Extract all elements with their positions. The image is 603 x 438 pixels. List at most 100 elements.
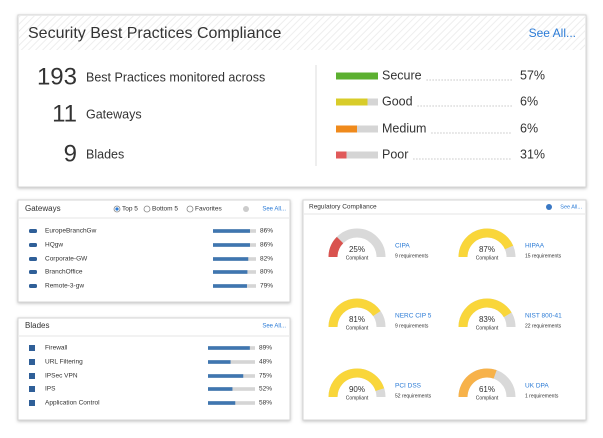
level-name: Secure <box>382 68 422 82</box>
gauge-percent: 61% <box>479 385 495 394</box>
gauge-caption: Compliant <box>346 255 369 261</box>
row-percent: 52% <box>259 386 272 393</box>
see-all-link[interactable]: See All... <box>262 324 286 330</box>
gauge-percent: 87% <box>479 245 495 254</box>
level-segment <box>346 72 357 80</box>
bar <box>208 401 236 405</box>
requirements: 9 requirements <box>395 253 429 259</box>
bar <box>208 360 231 364</box>
level-segment <box>357 125 368 133</box>
radio[interactable] <box>143 205 151 213</box>
row-name[interactable]: Application Control <box>45 400 100 407</box>
level-segment <box>346 151 357 159</box>
bar <box>213 284 247 288</box>
blades-title: Blades <box>25 321 49 330</box>
see-all-link[interactable]: See All... <box>262 207 286 213</box>
gateway-icon <box>29 257 37 261</box>
gauge-caption: Compliant <box>476 395 499 401</box>
level-segment <box>367 72 378 80</box>
gauge-caption: Compliant <box>476 325 499 331</box>
blade-icon <box>29 345 35 351</box>
level-segment <box>346 125 357 133</box>
gauge-arc <box>458 298 512 328</box>
blade-icon <box>29 386 35 392</box>
regulatory-title: Regulatory Compliance <box>309 204 377 211</box>
radio[interactable] <box>186 205 194 213</box>
summary-header <box>19 16 585 50</box>
gateway-icon <box>29 270 37 274</box>
level-segment <box>346 98 357 106</box>
row-percent: 82% <box>260 256 273 263</box>
filter-label[interactable]: Favorites <box>195 206 222 213</box>
stat-number: 9 <box>64 140 77 167</box>
regulation-name[interactable]: CIPA <box>395 243 410 250</box>
bar <box>208 374 244 378</box>
filter-label[interactable]: Bottom 5 <box>152 206 178 213</box>
row-name[interactable]: Remote-3-gw <box>45 283 84 290</box>
level-segment <box>367 98 378 106</box>
level-percent: 57% <box>520 68 545 82</box>
row-percent: 86% <box>260 228 273 235</box>
row-name[interactable]: IPSec VPN <box>45 373 78 380</box>
row-name[interactable]: URL Filtering <box>45 359 83 366</box>
regulation-name[interactable]: NERC CIP 5 <box>395 313 432 320</box>
requirements: 1 requirements <box>525 393 559 399</box>
gauge-percent: 25% <box>349 245 365 254</box>
filter-label[interactable]: Top 5 <box>122 206 138 213</box>
level-segment <box>367 125 378 133</box>
row-name[interactable]: IPS <box>45 386 56 393</box>
level-segment <box>357 72 368 80</box>
gauge-arc <box>328 368 385 398</box>
blade-icon <box>29 359 35 365</box>
row-name[interactable]: HQgw <box>45 242 63 249</box>
bar <box>213 270 248 274</box>
level-segment <box>336 125 347 133</box>
bar <box>213 257 249 261</box>
regulation-name[interactable]: NIST 800-41 <box>525 313 562 320</box>
bar <box>213 229 250 233</box>
row-percent: 89% <box>259 345 272 352</box>
level-segment <box>367 151 378 159</box>
see-all-link[interactable]: See All... <box>529 26 576 40</box>
row-name[interactable]: EuropeBranchGw <box>45 228 97 235</box>
row-percent: 79% <box>260 283 273 290</box>
level-name: Good <box>382 94 413 108</box>
see-all-link[interactable]: See All... <box>560 204 582 210</box>
level-percent: 6% <box>520 94 538 108</box>
row-percent: 86% <box>260 242 273 249</box>
settings-icon[interactable] <box>546 204 552 210</box>
bar <box>208 346 250 350</box>
row-percent: 58% <box>259 400 272 407</box>
bar <box>208 387 233 391</box>
regulation-name[interactable]: PCI DSS <box>395 383 422 390</box>
stat-number: 193 <box>37 63 77 90</box>
requirements: 22 requirements <box>525 323 562 329</box>
level-segment <box>336 72 347 80</box>
regulation-name[interactable]: HIPAA <box>525 243 545 250</box>
level-name: Medium <box>382 121 426 135</box>
level-segment <box>336 151 347 159</box>
row-name[interactable]: Corporate-GW <box>45 256 88 263</box>
gauge-caption: Compliant <box>476 255 499 261</box>
regulation-name[interactable]: UK DPA <box>525 383 549 390</box>
settings-icon[interactable] <box>243 206 249 212</box>
gauge-arc <box>328 236 344 258</box>
blade-icon <box>29 373 35 379</box>
stat-number: 11 <box>52 100 77 127</box>
requirements: 15 requirements <box>525 253 562 259</box>
level-segment <box>357 151 368 159</box>
row-name[interactable]: Firewall <box>45 345 68 352</box>
level-percent: 31% <box>520 147 545 161</box>
gateway-icon <box>29 229 37 233</box>
row-percent: 75% <box>259 373 272 380</box>
row-percent: 48% <box>259 359 272 366</box>
row-name[interactable]: BranchOffice <box>45 269 83 276</box>
gauge-caption: Compliant <box>346 325 369 331</box>
gauge-percent: 90% <box>349 385 365 394</box>
level-percent: 6% <box>520 121 538 135</box>
stat-label: Best Practices monitored across <box>86 70 265 84</box>
gauge-percent: 83% <box>479 315 495 324</box>
level-segment <box>357 98 368 106</box>
